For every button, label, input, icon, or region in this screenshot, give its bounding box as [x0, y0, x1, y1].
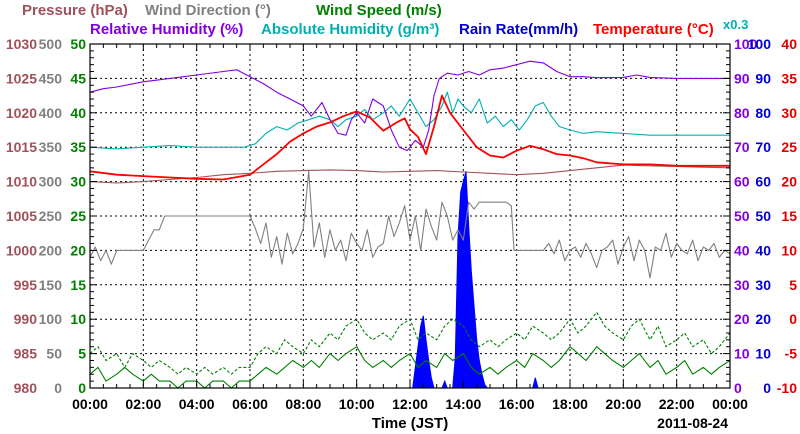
legend-wind-speed: Wind Speed (m/s)	[316, 2, 442, 19]
x-tick-label: 14:00	[445, 396, 481, 412]
y-tick-relative-humidity: 80	[734, 105, 750, 121]
y-tick-wind-direction: 500	[39, 36, 63, 52]
axes-layer	[89, 43, 731, 389]
y-tick-temperature: 30	[781, 105, 797, 121]
y-tick-rain-rate: 10	[755, 346, 771, 362]
x-tick-label: 12:00	[392, 396, 428, 412]
legend-abs-humidity-scale: x0.3	[723, 17, 749, 32]
y-tick-wind-direction: 400	[39, 105, 63, 121]
y-tick-wind-direction: 100	[39, 311, 63, 327]
x-tick-label: 22:00	[659, 396, 695, 412]
y-tick-pressure: 1000	[6, 242, 37, 258]
x-tick-label: 00:00	[712, 396, 748, 412]
x-tick-label: 06:00	[232, 396, 268, 412]
y-tick-temperature: 20	[781, 174, 797, 190]
ticks-layer: 1030102510201015101010051000995990985980…	[6, 36, 797, 432]
y-tick-wind-speed: 30	[70, 174, 86, 190]
y-tick-relative-humidity: 70	[734, 139, 750, 155]
y-tick-pressure: 1030	[6, 36, 37, 52]
y-tick-wind-direction: 350	[39, 139, 63, 155]
y-tick-temperature: 40	[781, 36, 797, 52]
legend-wind-direction: Wind Direction (°)	[145, 2, 271, 19]
y-tick-wind-speed: 35	[70, 139, 86, 155]
y-tick-relative-humidity: 100	[734, 36, 758, 52]
y-tick-wind-direction: 300	[39, 174, 63, 190]
series-temperature-c	[89, 94, 730, 181]
y-tick-rain-rate: 0	[763, 380, 771, 396]
x-axis-label: Time (JST)	[372, 415, 448, 432]
series-wind-speed-gust-m-s	[89, 311, 731, 375]
y-tick-wind-direction: 0	[54, 380, 62, 396]
y-tick-relative-humidity: 40	[734, 242, 750, 258]
y-tick-wind-direction: 250	[39, 208, 63, 224]
y-tick-pressure: 1010	[6, 174, 37, 190]
y-tick-wind-direction: 150	[39, 277, 63, 293]
y-tick-rain-rate: 60	[755, 174, 771, 190]
y-tick-relative-humidity: 60	[734, 174, 750, 190]
y-tick-rain-rate: 100	[748, 36, 772, 52]
y-tick-wind-speed: 5	[78, 346, 86, 362]
series-wind-direction	[89, 170, 731, 279]
series-rain-rate-mm-h	[412, 171, 539, 389]
x-tick-label: 16:00	[499, 396, 535, 412]
y-tick-pressure: 980	[14, 380, 38, 396]
y-tick-temperature: -10	[777, 380, 797, 396]
y-tick-pressure: 1005	[6, 208, 37, 224]
y-tick-wind-direction: 450	[39, 70, 63, 86]
y-tick-wind-speed: 10	[70, 311, 86, 327]
y-tick-relative-humidity: 30	[734, 277, 750, 293]
y-tick-rain-rate: 90	[755, 70, 771, 86]
date-label: 2011-08-24	[657, 415, 728, 431]
y-tick-temperature: 5	[789, 277, 797, 293]
legend-rain-rate: Rain Rate(mm/h)	[459, 21, 579, 38]
y-tick-wind-speed: 15	[70, 277, 86, 293]
series-relative-humidity	[89, 60, 730, 152]
legend-absolute-humidity: Absolute Humidity (g/m³)	[261, 21, 440, 38]
y-tick-wind-speed: 0	[78, 380, 86, 396]
y-tick-pressure: 1020	[6, 105, 37, 121]
y-tick-pressure: 995	[14, 277, 38, 293]
y-tick-rain-rate: 80	[755, 105, 771, 121]
legend-pressure: Pressure (hPa)	[22, 2, 128, 19]
y-tick-rain-rate: 20	[755, 311, 771, 327]
y-tick-wind-speed: 40	[70, 105, 86, 121]
y-tick-wind-direction: 200	[39, 242, 63, 258]
x-tick-label: 18:00	[552, 396, 588, 412]
y-tick-relative-humidity: 20	[734, 311, 750, 327]
y-tick-wind-speed: 45	[70, 70, 86, 86]
y-tick-pressure: 990	[14, 311, 38, 327]
y-tick-relative-humidity: 50	[734, 208, 750, 224]
y-tick-rain-rate: 40	[755, 242, 771, 258]
y-tick-temperature: 0	[789, 311, 797, 327]
x-tick-label: 04:00	[179, 396, 215, 412]
y-tick-temperature: 35	[781, 70, 797, 86]
x-tick-label: 08:00	[285, 396, 321, 412]
y-tick-relative-humidity: 90	[734, 70, 750, 86]
y-tick-rain-rate: 50	[755, 208, 771, 224]
y-tick-wind-speed: 50	[70, 36, 86, 52]
y-tick-relative-humidity: 0	[734, 380, 742, 396]
y-tick-wind-direction: 50	[46, 346, 62, 362]
x-tick-label: 02:00	[125, 396, 161, 412]
y-tick-pressure: 985	[14, 346, 38, 362]
y-tick-temperature: -5	[785, 346, 798, 362]
y-tick-wind-speed: 20	[70, 242, 86, 258]
y-tick-temperature: 15	[781, 208, 797, 224]
y-tick-temperature: 10	[781, 242, 797, 258]
y-tick-rain-rate: 70	[755, 139, 771, 155]
y-tick-pressure: 1015	[6, 139, 37, 155]
y-tick-pressure: 1025	[6, 70, 37, 86]
x-tick-label: 00:00	[72, 396, 108, 412]
x-tick-label: 10:00	[339, 396, 375, 412]
legend-temperature: Temperature (°C)	[593, 21, 714, 38]
y-tick-wind-speed: 25	[70, 208, 86, 224]
y-tick-rain-rate: 30	[755, 277, 771, 293]
y-tick-temperature: 25	[781, 139, 797, 155]
x-tick-label: 20:00	[605, 396, 641, 412]
y-tick-relative-humidity: 10	[734, 346, 750, 362]
legend-relative-humidity: Relative Humidity (%)	[90, 21, 244, 38]
